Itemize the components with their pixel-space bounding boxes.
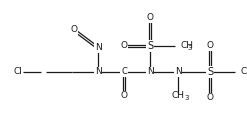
Text: O: O (70, 26, 78, 35)
Text: C: C (121, 67, 127, 76)
Text: O: O (206, 42, 213, 51)
Text: S: S (207, 67, 213, 77)
Text: Cl: Cl (14, 67, 22, 76)
Text: S: S (147, 41, 153, 51)
Text: CH: CH (171, 91, 185, 100)
Text: CH: CH (180, 42, 193, 51)
Text: 3: 3 (184, 94, 188, 100)
Text: N: N (175, 67, 181, 76)
Text: O: O (121, 42, 127, 51)
Text: N: N (147, 67, 153, 76)
Text: N: N (95, 44, 101, 52)
Text: O: O (121, 91, 127, 100)
Text: O: O (206, 93, 213, 102)
Text: 3: 3 (187, 44, 191, 51)
Text: N: N (95, 67, 101, 76)
Text: O: O (146, 13, 153, 22)
Text: CH: CH (240, 67, 247, 76)
